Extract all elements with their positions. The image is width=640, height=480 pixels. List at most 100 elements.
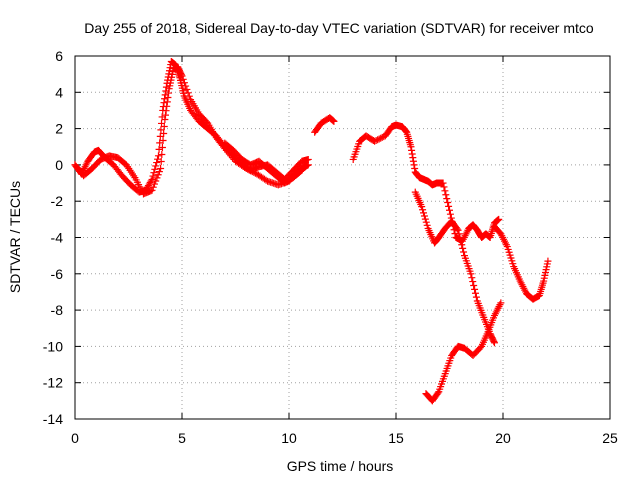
y-tick-label: -6: [51, 266, 64, 282]
data-point: [459, 244, 467, 252]
data-point: [440, 183, 448, 191]
x-tick-label: 20: [495, 430, 511, 446]
data-point: [441, 187, 449, 195]
data-point: [420, 209, 428, 217]
data-point: [439, 179, 447, 187]
data-point: [445, 202, 453, 210]
data-point: [151, 165, 159, 173]
data-point: [446, 206, 453, 214]
data-point: [467, 270, 475, 278]
data-point: [262, 176, 270, 184]
data-point: [407, 143, 415, 151]
data-point: [378, 133, 386, 141]
data-point: [149, 172, 157, 180]
data-point: [490, 339, 498, 347]
x-tick-label: 25: [602, 430, 618, 446]
y-tick-label: -4: [51, 230, 64, 246]
data-point: [247, 167, 255, 175]
data-point: [152, 177, 160, 185]
data-point: [177, 71, 185, 79]
data-point: [468, 274, 476, 282]
data-point: [444, 198, 452, 206]
data-point: [157, 158, 165, 166]
data-point: [242, 165, 250, 173]
data-point: [409, 157, 417, 165]
y-tick-label: 0: [55, 157, 63, 173]
y-tick-label: 6: [55, 48, 63, 64]
data-point: [183, 85, 191, 93]
data-point: [454, 226, 462, 234]
data-point: [330, 117, 338, 125]
y-tick-label: 4: [55, 84, 63, 100]
data-point: [163, 102, 171, 110]
y-tick-label: -8: [51, 302, 64, 318]
data-point: [490, 337, 498, 345]
y-tick-label: -10: [43, 338, 63, 354]
data-point: [372, 137, 380, 145]
data-point: [244, 165, 252, 173]
data-point: [458, 241, 466, 249]
data-point: [442, 191, 450, 199]
data-point: [377, 134, 385, 142]
data-point: [297, 167, 305, 175]
data-point: [411, 165, 419, 173]
data-point: [471, 289, 479, 297]
x-axis-label: GPS time / hours: [287, 458, 394, 474]
data-point: [544, 257, 552, 265]
y-axis-label: SDTVAR / TECUs: [7, 181, 23, 293]
data-point: [161, 111, 169, 119]
data-point: [154, 152, 162, 160]
data-point: [423, 221, 431, 229]
data-point: [179, 75, 187, 83]
data-point: [472, 293, 480, 301]
x-tick-label: 15: [388, 430, 404, 446]
data-point: [298, 166, 306, 174]
data-point: [184, 89, 192, 97]
data-point: [497, 299, 505, 307]
data-point: [154, 155, 162, 163]
data-point: [443, 195, 451, 203]
data-point: [421, 215, 429, 223]
data-point: [304, 161, 312, 169]
data-point: [150, 169, 158, 177]
data-point: [422, 218, 430, 226]
data-point: [401, 127, 409, 135]
data-point: [456, 234, 464, 241]
data-point: [470, 281, 478, 289]
data-point: [159, 137, 167, 145]
x-tick-label: 0: [71, 430, 79, 446]
data-point: [160, 123, 168, 131]
x-tick-label: 10: [281, 430, 297, 446]
chart-title: Day 255 of 2018, Sidereal Day-to-day VTE…: [84, 20, 594, 36]
data-point: [446, 210, 454, 218]
data-point: [455, 230, 463, 238]
data-point: [460, 248, 468, 256]
data-point: [471, 285, 479, 293]
data-point: [160, 130, 168, 138]
data-point: [153, 159, 161, 167]
data-point: [149, 183, 157, 191]
data-point: [148, 186, 156, 194]
data-point: [434, 389, 442, 397]
data-point: [185, 92, 193, 100]
data-series-trace-4: [311, 114, 338, 136]
data-point: [180, 79, 188, 87]
data-series-trace-5: [349, 121, 503, 245]
data-point: [157, 126, 165, 134]
data-point: [409, 154, 417, 162]
x-tick-label: 5: [178, 430, 186, 446]
data-point: [248, 168, 256, 176]
data-series-trace-8: [490, 223, 552, 303]
data-point: [418, 203, 426, 211]
y-tick-label: -12: [43, 375, 63, 391]
data-point: [153, 174, 161, 182]
y-tick-label: -14: [43, 411, 63, 427]
data-point: [165, 67, 173, 75]
data-point: [165, 89, 173, 97]
data-point: [371, 137, 379, 145]
data-point: [408, 146, 416, 154]
data-point: [158, 151, 166, 159]
data-series-trace-3: [221, 139, 306, 187]
data-point: [152, 162, 160, 170]
